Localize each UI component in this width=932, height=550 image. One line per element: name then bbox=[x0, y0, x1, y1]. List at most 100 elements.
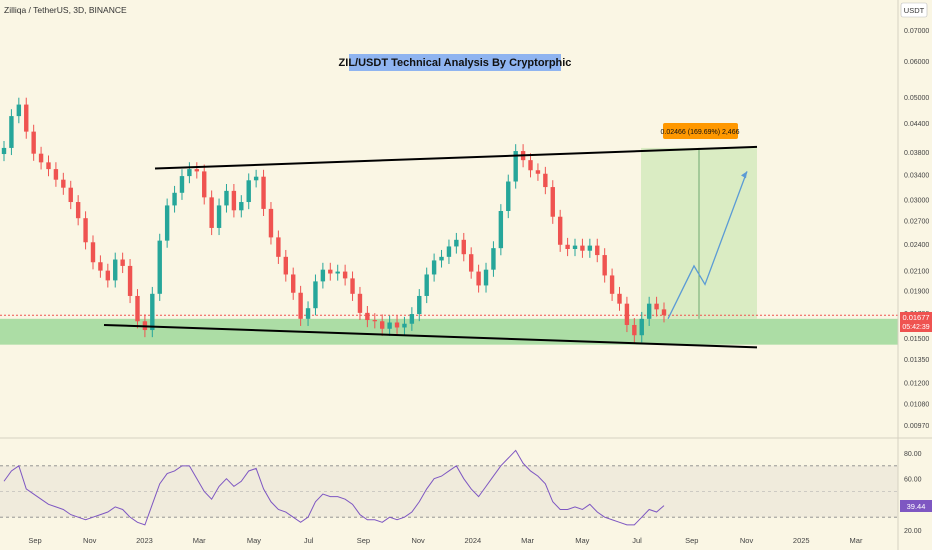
rsi-badge-value: 39.44 bbox=[907, 502, 926, 511]
measure-label-bg[interactable] bbox=[663, 123, 738, 139]
analysis-title: ZIL/USDT Technical Analysis By Cryptorph… bbox=[339, 57, 572, 69]
candle-up bbox=[431, 260, 437, 275]
candle-up bbox=[387, 322, 392, 329]
candle-up bbox=[16, 104, 22, 117]
candle-up bbox=[454, 239, 459, 247]
price-badge-value: 0.01677 bbox=[902, 313, 929, 322]
candle-up bbox=[498, 211, 504, 249]
time-tick-label: May bbox=[575, 536, 589, 545]
candle-up bbox=[572, 245, 578, 249]
symbol-header: Zilliqa / TetherUS, 3D, BINANCE bbox=[4, 5, 127, 15]
price-tick-label: 0.02100 bbox=[904, 269, 929, 276]
price-tick-label: 0.03800 bbox=[904, 150, 929, 157]
time-tick-label: Jul bbox=[304, 536, 314, 545]
rsi-line bbox=[3, 449, 665, 526]
price-badge-countdown: 05:42:39 bbox=[902, 324, 929, 331]
rsi-tick-label: 20.00 bbox=[904, 528, 922, 535]
candle-up bbox=[179, 176, 185, 193]
candle-down bbox=[654, 303, 659, 310]
candle-down bbox=[202, 171, 207, 198]
candle-down bbox=[283, 256, 288, 275]
candle-down bbox=[617, 293, 622, 304]
candle-down bbox=[602, 255, 607, 276]
candle-down bbox=[328, 269, 333, 274]
time-tick-label: Mar bbox=[521, 536, 534, 545]
candle-up bbox=[491, 248, 496, 270]
time-tick-label: Nov bbox=[740, 536, 754, 545]
candle-down bbox=[661, 309, 667, 316]
candle-down bbox=[105, 270, 111, 281]
currency-box[interactable] bbox=[900, 2, 928, 18]
candle-up bbox=[164, 205, 170, 241]
time-tick-label: Nov bbox=[83, 536, 97, 545]
candle-down bbox=[291, 274, 296, 293]
candle-down bbox=[90, 242, 96, 263]
candle-down bbox=[609, 275, 615, 294]
candle-down bbox=[380, 321, 385, 329]
time-tick-label: 2023 bbox=[136, 536, 153, 545]
candle-down bbox=[550, 187, 555, 217]
candle-down bbox=[135, 295, 140, 322]
time-tick-label: Mar bbox=[850, 536, 863, 545]
candle-down bbox=[268, 208, 274, 238]
candle-up bbox=[417, 295, 422, 315]
price-tick-label: 0.06000 bbox=[904, 59, 929, 66]
price-tick-label: 0.05000 bbox=[904, 95, 929, 102]
projection-path[interactable] bbox=[667, 171, 748, 320]
candle-down bbox=[535, 170, 541, 174]
candle-down bbox=[595, 245, 600, 256]
rsi-tick-label: 60.00 bbox=[904, 477, 922, 484]
rsi-tick-label: 80.00 bbox=[904, 451, 922, 458]
candle-up bbox=[9, 116, 14, 148]
candle-down bbox=[394, 322, 400, 328]
time-axis[interactable]: Sep Nov 2023 Mar May Jul Sep Nov 2024 Mar May Jul Se… bbox=[28, 536, 863, 545]
candle-up bbox=[439, 256, 444, 261]
time-tick-label: Mar bbox=[193, 536, 206, 545]
candle-down bbox=[276, 237, 281, 257]
candle-down bbox=[350, 278, 355, 294]
candle-down bbox=[624, 303, 630, 325]
lower-trendline[interactable] bbox=[103, 323, 758, 349]
candle-down bbox=[24, 104, 29, 132]
candle-up bbox=[113, 259, 118, 281]
candle-up bbox=[513, 151, 518, 182]
upper-trendline[interactable] bbox=[154, 145, 758, 170]
candle-up bbox=[646, 303, 652, 319]
candle-down bbox=[209, 197, 214, 228]
candle-down bbox=[543, 173, 548, 188]
candle-up bbox=[446, 246, 452, 257]
price-tick-label: 0.07000 bbox=[904, 28, 929, 35]
price-tick-label: 0.02400 bbox=[904, 242, 929, 249]
time-tick-label: May bbox=[247, 536, 261, 545]
candle-down bbox=[580, 245, 585, 251]
candle-up bbox=[639, 318, 644, 336]
candle-down bbox=[557, 216, 563, 245]
candle-down bbox=[46, 162, 51, 170]
candle-up bbox=[157, 240, 162, 294]
candle-up bbox=[150, 293, 155, 331]
candle-down bbox=[342, 271, 348, 279]
candle-up bbox=[1, 147, 7, 155]
candle-down bbox=[261, 176, 266, 209]
price-tick-label: 0.01350 bbox=[904, 357, 929, 364]
candle-down bbox=[372, 320, 377, 322]
analysis-title-bg[interactable] bbox=[349, 54, 561, 71]
candle-down bbox=[61, 179, 66, 188]
price-tick-label: 0.04400 bbox=[904, 121, 929, 128]
candle-down bbox=[127, 265, 133, 296]
support-zone bbox=[0, 318, 898, 345]
time-tick-label: Sep bbox=[357, 536, 370, 545]
candle-down bbox=[298, 292, 303, 319]
time-tick-label: Sep bbox=[28, 536, 41, 545]
measure-label: 0.02466 (169.69%) 2,466 bbox=[660, 129, 739, 136]
candle-down bbox=[83, 218, 88, 243]
candle-down bbox=[231, 190, 237, 211]
time-tick-label: Jul bbox=[632, 536, 642, 545]
candle-down bbox=[565, 244, 570, 249]
candle-up bbox=[587, 245, 593, 251]
price-badge bbox=[900, 312, 932, 332]
price-tick-label: 0.01200 bbox=[904, 380, 929, 387]
candle-up bbox=[216, 205, 222, 228]
candle-up bbox=[305, 308, 311, 319]
